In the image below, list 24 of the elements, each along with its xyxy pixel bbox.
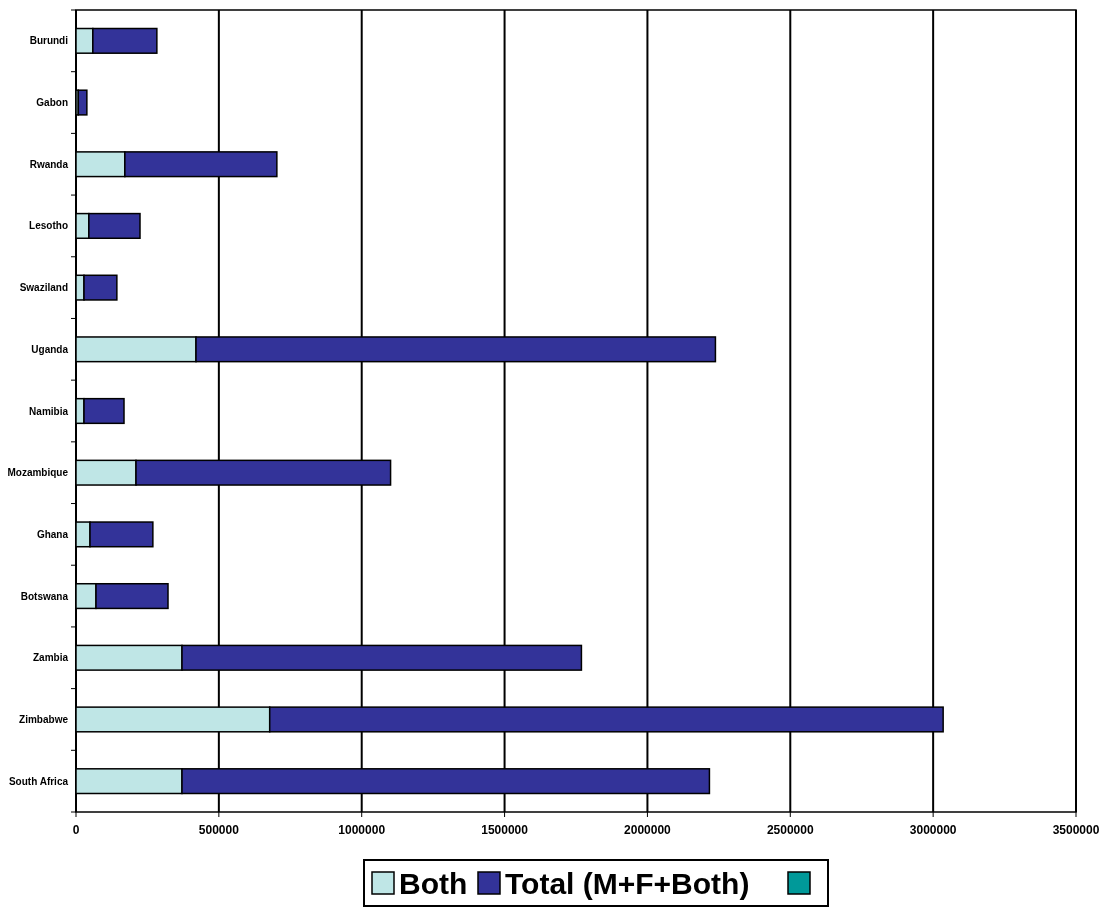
y-tick-label: Ghana [36,528,69,540]
legend-label: Both [399,866,468,900]
y-tick-label: Lesotho [29,220,68,232]
y-tick-label: Namibia [29,405,69,417]
x-tick-label: 3000000 [909,823,957,837]
y-tick-label: Zimbabwe [19,713,69,725]
x-tick-label: 3500000 [1052,823,1100,837]
x-tick-label: 500000 [198,823,240,837]
bar [77,89,88,116]
y-tick-label: Swaziland [19,282,68,294]
x-tick-label: 1000000 [338,823,386,837]
y-tick-label: Burundi [29,35,69,47]
y-tick-label: Gabon [36,97,68,109]
y-tick-label: Uganda [31,343,69,355]
x-tick-label: 1500000 [481,823,529,837]
y-tick-label: South Africa [8,775,69,787]
x-tick-label: 2500000 [766,823,814,837]
y-tick-label: Botswana [20,590,69,602]
x-tick-label: 0 [72,823,80,837]
y-tick-label: Zambia [32,652,69,664]
x-tick-label: 2000000 [624,823,672,837]
y-tick-label: Rwanda [29,158,69,170]
legend-label: Total (M+F+Both) [505,866,750,900]
y-tick-label: Mozambique [7,467,69,479]
